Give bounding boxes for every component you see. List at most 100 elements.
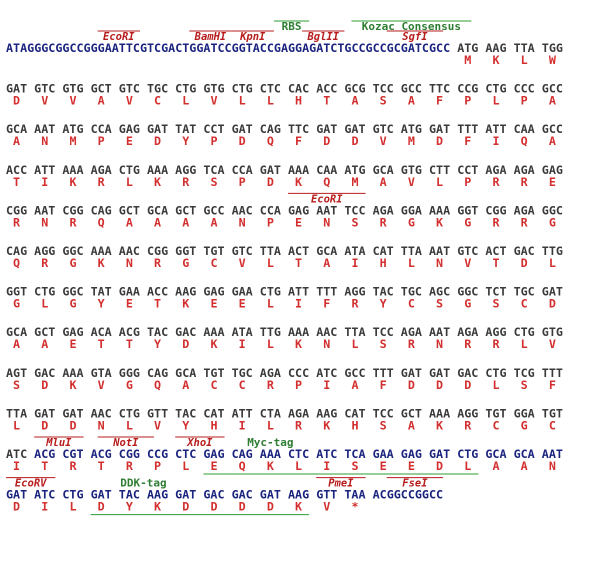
amino-acid: P <box>464 175 471 189</box>
amino-acid: F <box>323 297 330 311</box>
restriction-site: KpnI <box>239 31 266 43</box>
amino-acid: R <box>69 215 77 229</box>
codon: TTA <box>514 41 535 55</box>
codon: GAC <box>34 366 55 380</box>
amino-acid: Q <box>154 378 161 392</box>
codon: GAC <box>232 488 253 502</box>
codon: GTT <box>316 488 337 502</box>
amino-acid: T <box>492 256 499 270</box>
codon: CCC <box>288 366 309 380</box>
amino-acid: * <box>351 500 358 514</box>
leader-sequence: ATAGGGCGGCCGGGAATTCGTCGACTGGATCCGGTACCGA… <box>6 41 450 55</box>
amino-acid: G <box>13 297 20 311</box>
amino-acid: S <box>492 297 499 311</box>
amino-acid: P <box>239 175 246 189</box>
codon: AGG <box>457 406 478 420</box>
amino-acid: G <box>126 378 133 392</box>
amino-acid: H <box>380 256 387 270</box>
codon: AAA <box>203 325 224 339</box>
codon: ACA <box>91 325 112 339</box>
codon: GAT <box>232 122 253 136</box>
codon: TTG <box>542 244 563 258</box>
codon: CCG <box>457 82 478 96</box>
codon: GAA <box>373 447 394 461</box>
amino-acid: R <box>492 215 500 229</box>
amino-acid: C <box>408 297 415 311</box>
amino-acid: T <box>13 175 20 189</box>
codon: ATT <box>288 285 309 299</box>
amino-acid: L <box>182 94 189 108</box>
amino-acid: G <box>464 297 471 311</box>
amino-acid: L <box>41 297 48 311</box>
codon: TGC <box>232 366 253 380</box>
amino-acid: R <box>521 215 529 229</box>
amino-acid: V <box>154 418 161 432</box>
codon: AAC <box>91 406 112 420</box>
amino-acid: I <box>492 134 499 148</box>
codon: AAC <box>232 203 253 217</box>
codon: GCT <box>34 325 55 339</box>
amino-acid: C <box>210 378 217 392</box>
codon: AGA <box>401 325 422 339</box>
amino-acid: N <box>41 134 48 148</box>
codon: TAC <box>175 406 196 420</box>
codon: AAG <box>147 488 168 502</box>
amino-acid: I <box>239 418 246 432</box>
codon: GGC <box>62 244 83 258</box>
codon: ATC <box>34 488 55 502</box>
amino-acid: S <box>380 337 387 351</box>
codon: TTA <box>6 406 27 420</box>
amino-acid: T <box>98 337 105 351</box>
codon: GCA <box>485 447 506 461</box>
amino-acid: D <box>436 134 443 148</box>
codon: CGG <box>147 244 168 258</box>
amino-acid: F <box>380 378 387 392</box>
amino-acid: V <box>380 134 387 148</box>
amino-acid: K <box>295 337 302 351</box>
codon: ATG <box>457 41 478 55</box>
codon: GAC <box>203 488 224 502</box>
codon: ATA <box>232 325 253 339</box>
amino-acid: D <box>154 134 161 148</box>
codon: AAA <box>62 163 83 177</box>
amino-acid: S <box>351 215 358 229</box>
codon: GAT <box>34 406 55 420</box>
codon: TAT <box>91 285 112 299</box>
amino-acid: I <box>41 175 48 189</box>
amino-acid: Q <box>521 134 528 148</box>
amino-acid: C <box>549 418 556 432</box>
amino-acid: T <box>295 256 302 270</box>
amino-acid: A <box>380 175 387 189</box>
amino-acid: L <box>267 418 274 432</box>
amino-acid: K <box>295 500 302 514</box>
codon: AGA <box>260 366 281 380</box>
amino-acid: Y <box>380 297 387 311</box>
codon: GAT <box>401 366 422 380</box>
amino-acid: L <box>521 53 528 67</box>
codon: AGA <box>457 325 478 339</box>
amino-acid: F <box>464 134 471 148</box>
amino-acid: R <box>69 459 77 473</box>
amino-acid: K <box>323 418 330 432</box>
amino-acid: S <box>351 459 358 473</box>
amino-acid: R <box>295 418 303 432</box>
amino-acid: I <box>41 500 48 514</box>
codon: GAG <box>542 163 563 177</box>
codon: GAG <box>288 203 309 217</box>
codon: GTG <box>62 82 83 96</box>
amino-acid: K <box>210 337 217 351</box>
codon: TAC <box>119 488 140 502</box>
amino-acid: T <box>41 459 48 473</box>
amino-acid: A <box>521 459 528 473</box>
amino-acid: P <box>154 459 161 473</box>
amino-acid: N <box>239 215 246 229</box>
codon: AAG <box>485 41 506 55</box>
amino-acid: R <box>380 215 388 229</box>
codon: ACT <box>485 244 506 258</box>
amino-acid: S <box>380 94 387 108</box>
amino-acid: R <box>464 418 472 432</box>
amino-acid: E <box>126 297 133 311</box>
amino-acid: A <box>549 94 556 108</box>
amino-acid: G <box>408 215 415 229</box>
amino-acid: F <box>436 94 443 108</box>
